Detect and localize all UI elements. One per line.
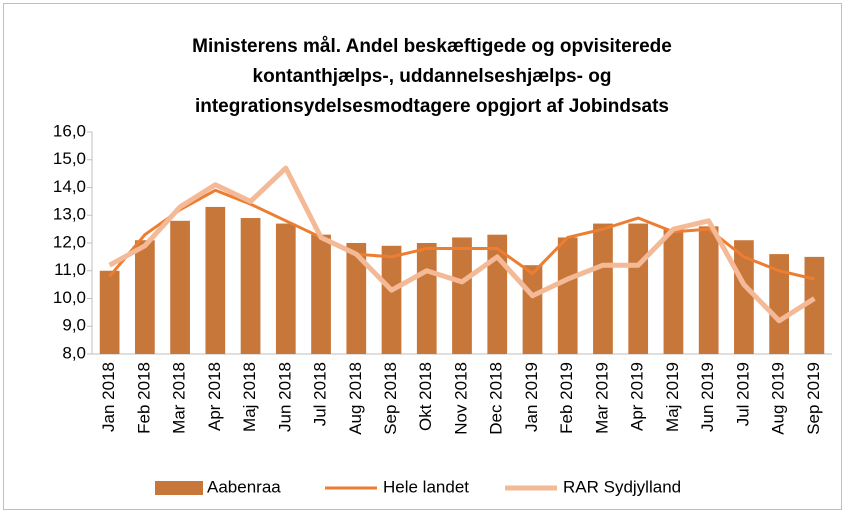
legend-label: RAR Sydjylland <box>563 477 681 496</box>
y-tick-label: 14,0 <box>53 177 86 196</box>
x-tick-label: Jun 2018 <box>275 362 294 432</box>
x-tick-label: Jan 2018 <box>99 362 118 432</box>
legend-label: Hele landet <box>383 477 469 496</box>
y-tick-label: 16,0 <box>53 121 86 140</box>
bar <box>663 229 684 354</box>
bar <box>205 206 226 354</box>
chart-title: integrationsydelsesmodtagere opgjort af … <box>195 96 669 117</box>
bar <box>804 256 825 354</box>
x-tick-label: Sep 2018 <box>381 362 400 435</box>
x-tick-label: Jun 2019 <box>698 362 717 432</box>
bar <box>557 237 578 354</box>
x-tick-label: Jul 2019 <box>733 362 752 426</box>
x-tick-label: Apr 2019 <box>628 362 647 431</box>
chart-title: kontanthjælps-, uddannelseshjælps- og <box>253 66 612 87</box>
y-tick-label: 9,0 <box>62 316 86 335</box>
bar <box>628 223 649 354</box>
x-tick-label: Dec 2018 <box>487 362 506 435</box>
x-tick-label: Feb 2018 <box>134 362 153 434</box>
line <box>108 188 815 281</box>
y-tick-label: 13,0 <box>53 205 86 224</box>
bar <box>593 223 613 354</box>
x-tick-label: Maj 2018 <box>240 362 259 432</box>
legend-label: Aabenraa <box>207 477 281 496</box>
x-tick-label: Okt 2018 <box>416 362 435 431</box>
bar <box>311 234 331 354</box>
y-tick-label: 8,0 <box>62 343 86 362</box>
bar <box>452 237 472 354</box>
x-tick-label: Mar 2019 <box>592 362 611 434</box>
y-tick-label: 10,0 <box>53 288 86 307</box>
bar <box>522 265 543 354</box>
chart-title: Ministerens mål. Andel beskæftigede og o… <box>192 36 672 57</box>
x-tick-label: Nov 2018 <box>451 362 470 435</box>
bar <box>381 245 402 354</box>
x-tick-label: Sep 2019 <box>804 362 823 435</box>
bar <box>769 254 790 354</box>
x-tick-label: Maj 2019 <box>663 362 682 432</box>
bar <box>240 218 261 354</box>
x-tick-label: Apr 2018 <box>205 362 224 431</box>
x-tick-label: Feb 2019 <box>557 362 576 434</box>
bar <box>346 243 367 354</box>
x-tick-label: Aug 2018 <box>346 362 365 435</box>
y-tick-label: 15,0 <box>53 149 86 168</box>
bar <box>734 240 754 354</box>
x-tick-label: Jan 2019 <box>522 362 541 432</box>
x-tick-label: Aug 2019 <box>769 362 788 435</box>
bar <box>134 240 155 354</box>
y-tick-label: 11,0 <box>54 260 86 279</box>
y-tick-label: 12,0 <box>53 232 86 251</box>
legend-swatch <box>155 481 203 495</box>
x-tick-label: Jul 2018 <box>311 362 330 426</box>
x-tick-label: Mar 2018 <box>170 362 189 434</box>
bar <box>698 226 719 354</box>
bar <box>99 270 120 354</box>
bar <box>416 243 437 354</box>
bar <box>170 220 190 354</box>
line <box>108 165 816 324</box>
bar <box>275 223 296 354</box>
